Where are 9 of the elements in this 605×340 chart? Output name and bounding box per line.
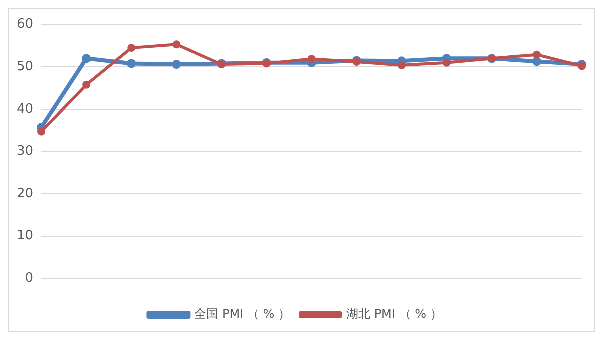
y-tick-label: 40 [16, 102, 34, 117]
legend-label: 全国 PMI （ % ） [194, 307, 291, 322]
y-tick-label: 50 [16, 59, 34, 74]
y-tick-label: 60 [16, 17, 34, 32]
y-tick-label: 10 [16, 228, 34, 244]
y-tick-label: 20 [16, 186, 34, 202]
y-tick-label: 30 [16, 144, 34, 160]
legend-label: 湖北 PMI （ % ） [346, 307, 442, 322]
y-tick-label: 0 [25, 270, 34, 286]
